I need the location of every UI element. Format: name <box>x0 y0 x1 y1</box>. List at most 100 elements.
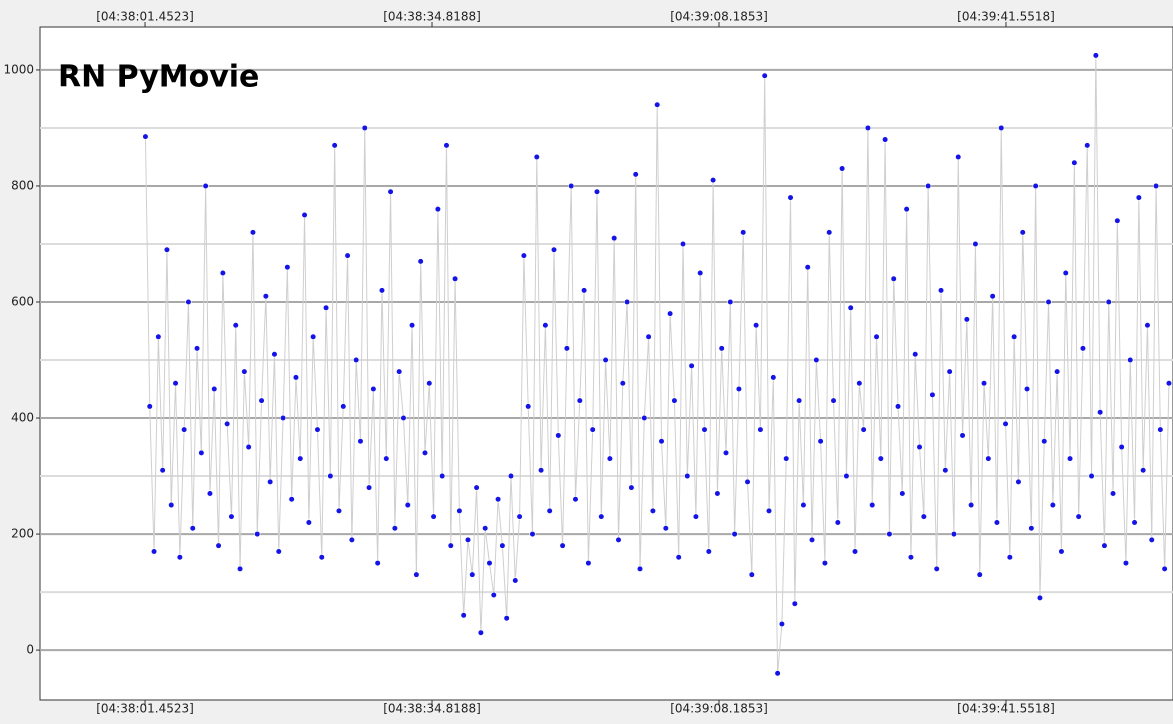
data-point <box>370 385 377 393</box>
data-point <box>383 455 390 462</box>
data-point <box>804 264 811 271</box>
data-point <box>628 484 635 491</box>
data-point <box>1135 194 1142 201</box>
data-point <box>391 525 398 532</box>
data-point <box>279 414 287 422</box>
data-point <box>400 414 407 422</box>
data-point <box>753 322 760 329</box>
data-point <box>348 536 355 543</box>
data-point <box>1066 455 1074 462</box>
data-point <box>292 374 300 381</box>
data-point <box>1101 542 1108 549</box>
data-point <box>331 142 338 149</box>
data-point <box>447 542 454 549</box>
y-tick-label: 400 <box>11 411 34 425</box>
data-point <box>301 211 308 219</box>
data-point <box>1054 368 1061 375</box>
data-point <box>219 269 226 277</box>
data-point <box>925 182 932 190</box>
data-point <box>783 455 790 462</box>
data-point <box>903 206 910 213</box>
data-point <box>1148 536 1155 543</box>
data-point <box>314 426 321 433</box>
data-point <box>1023 385 1031 393</box>
y-tick-label: 600 <box>11 295 34 309</box>
data-point <box>142 133 149 140</box>
data-point <box>150 548 158 555</box>
data-point <box>937 287 945 294</box>
data-point <box>1045 298 1052 306</box>
data-point <box>817 438 824 445</box>
data-point <box>176 554 183 561</box>
data-point <box>714 490 721 497</box>
data-point <box>262 293 269 300</box>
data-point <box>980 380 988 387</box>
data-point <box>477 629 484 636</box>
data-point <box>985 455 992 462</box>
data-point <box>968 501 975 509</box>
data-point <box>873 333 880 340</box>
data-point <box>821 559 829 567</box>
data-point <box>473 484 480 491</box>
data-point <box>464 536 472 543</box>
data-point <box>791 600 798 607</box>
data-point <box>959 432 966 439</box>
data-point <box>529 530 536 538</box>
data-point <box>899 490 906 497</box>
data-point <box>602 356 609 364</box>
data-point <box>193 345 201 352</box>
data-point <box>555 432 562 439</box>
y-tick-label: 0 <box>26 643 34 657</box>
plot-area <box>39 26 1173 701</box>
data-point <box>1140 467 1147 474</box>
data-point <box>800 501 807 509</box>
data-point <box>675 554 682 561</box>
data-point <box>585 559 592 567</box>
data-point <box>507 472 515 480</box>
x-tick-label: [04:38:34.8188] <box>383 702 481 716</box>
data-point <box>1071 159 1078 166</box>
data-point <box>224 420 231 427</box>
data-point <box>877 455 884 462</box>
data-point <box>1058 548 1065 555</box>
data-point <box>1036 594 1044 601</box>
data-point <box>593 188 601 195</box>
data-point <box>546 507 553 514</box>
data-point <box>731 530 738 538</box>
data-point <box>912 351 919 358</box>
data-point <box>1019 229 1026 236</box>
data-point <box>701 426 708 433</box>
data-point <box>168 501 175 509</box>
data-point <box>946 368 953 375</box>
data-point <box>718 345 725 352</box>
data-point <box>942 467 949 474</box>
data-point <box>619 380 626 387</box>
data-point <box>679 240 687 248</box>
data-point <box>413 571 420 578</box>
data-point <box>740 229 747 236</box>
data-point <box>396 368 403 375</box>
data-point <box>886 530 893 538</box>
data-point <box>869 501 876 509</box>
data-point <box>1079 345 1087 352</box>
data-point <box>641 414 648 422</box>
x-tick-label-top: [04:39:41.5518] <box>957 10 1055 24</box>
data-point <box>404 501 411 509</box>
data-point <box>1002 420 1009 427</box>
data-point <box>189 525 196 532</box>
data-point <box>1152 182 1160 190</box>
data-point <box>318 554 325 561</box>
data-point <box>774 670 781 677</box>
marks <box>142 52 1173 677</box>
data-point <box>572 496 579 503</box>
x-tick-label-top: [04:38:34.8188] <box>383 10 481 24</box>
data-point <box>933 565 940 572</box>
data-point <box>808 536 816 543</box>
data-point <box>860 426 867 433</box>
data-point <box>1109 490 1117 497</box>
x-tick-label: [04:38:01.4523] <box>96 702 194 716</box>
data-point <box>998 124 1005 132</box>
data-point <box>533 153 540 161</box>
x-tick-label-top: [04:39:08.1853] <box>670 10 768 24</box>
y-tick-label: 1000 <box>3 62 34 76</box>
